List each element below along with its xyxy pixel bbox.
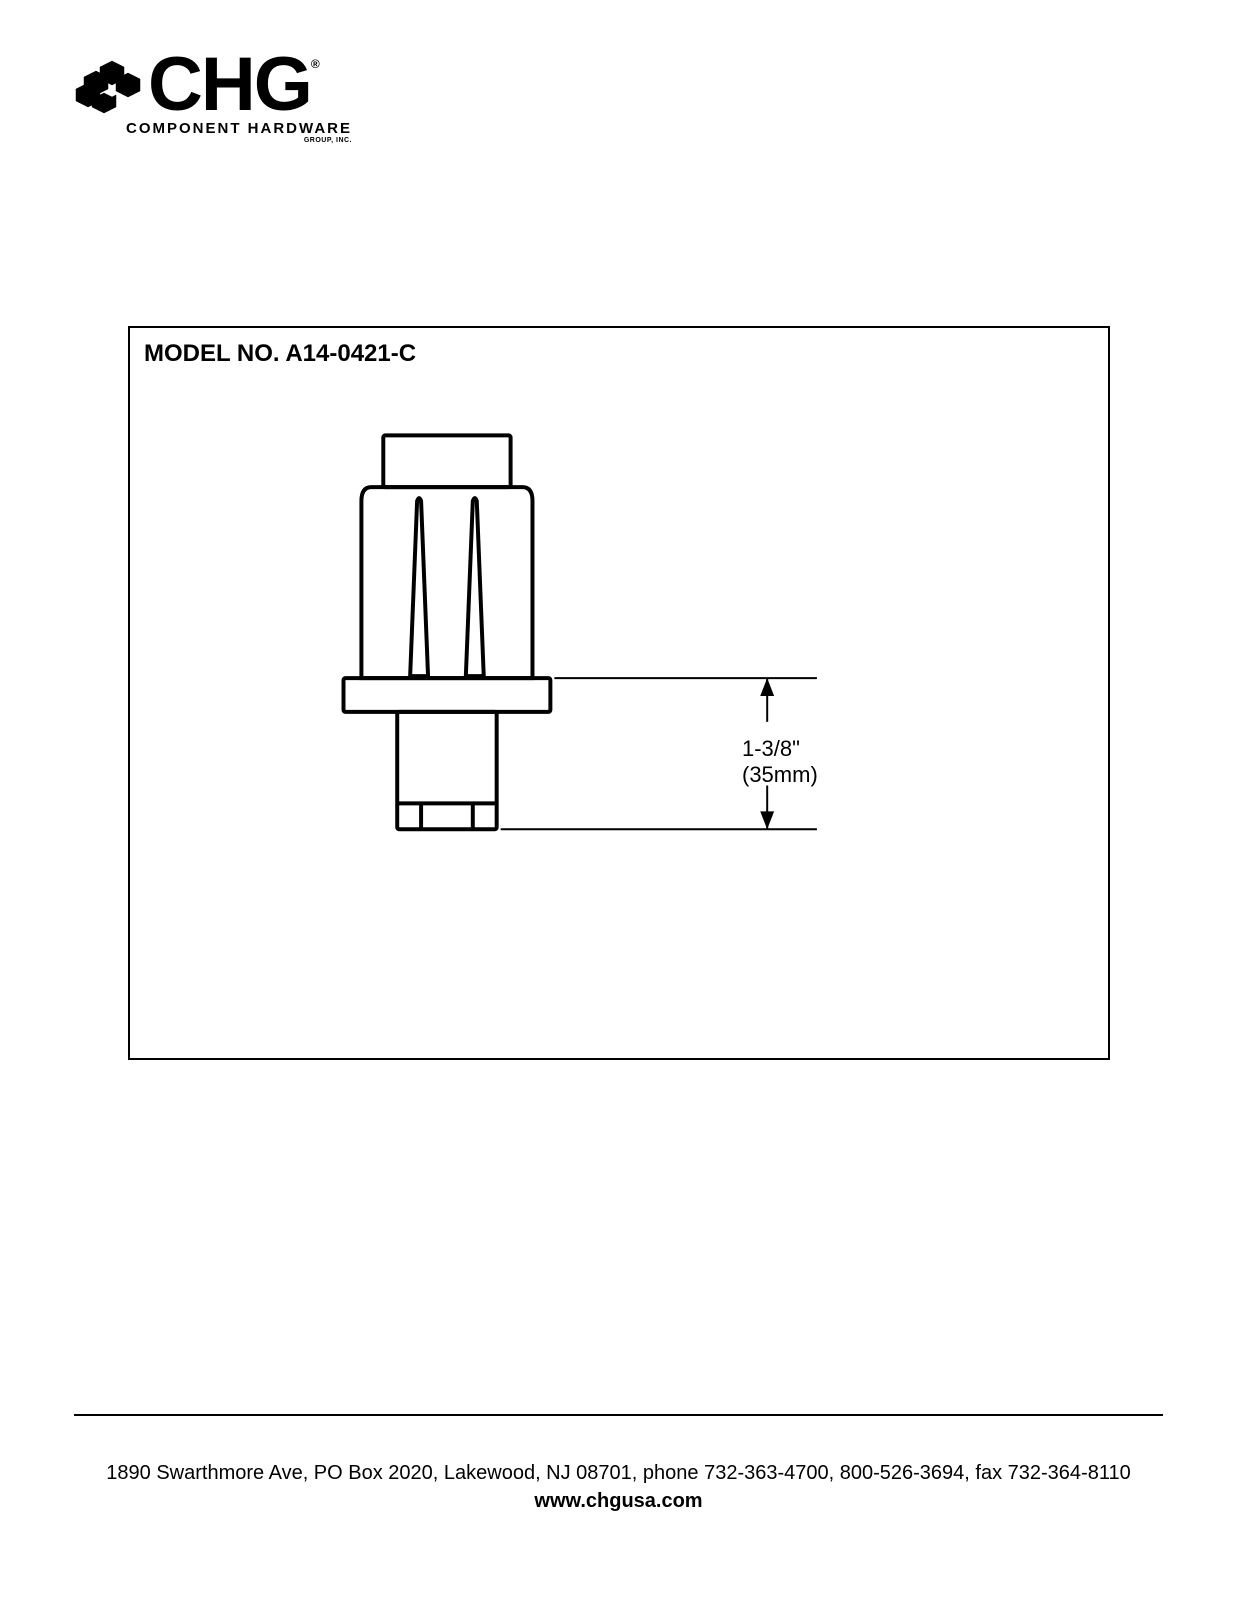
registered-icon: ®: [311, 57, 318, 71]
logo-block: CHG® COMPONENT HARDWARE GROUP, INC.: [74, 54, 354, 144]
logo-text: CHG®: [148, 54, 318, 116]
footer-rule: [74, 1414, 1163, 1416]
cubes-icon: [74, 55, 144, 115]
footer-url: www.chgusa.com: [0, 1490, 1237, 1513]
dimension-inches: 1-3/8": [742, 736, 800, 761]
footer-address: 1890 Swarthmore Ave, PO Box 2020, Lakewo…: [0, 1462, 1237, 1485]
logo-subtitle-2: GROUP, INC.: [74, 137, 354, 144]
logo-main: CHG: [148, 42, 311, 127]
dimension-mm: (35mm): [742, 762, 818, 787]
dimension-label: 1-3/8" (35mm): [742, 736, 818, 789]
technical-drawing: [130, 328, 1108, 1058]
drawing-frame: MODEL NO. A14-0421-C 1-3/8" (35mm): [128, 326, 1110, 1060]
logo-row: CHG®: [74, 54, 354, 116]
page: CHG® COMPONENT HARDWARE GROUP, INC. MODE…: [0, 0, 1237, 1600]
